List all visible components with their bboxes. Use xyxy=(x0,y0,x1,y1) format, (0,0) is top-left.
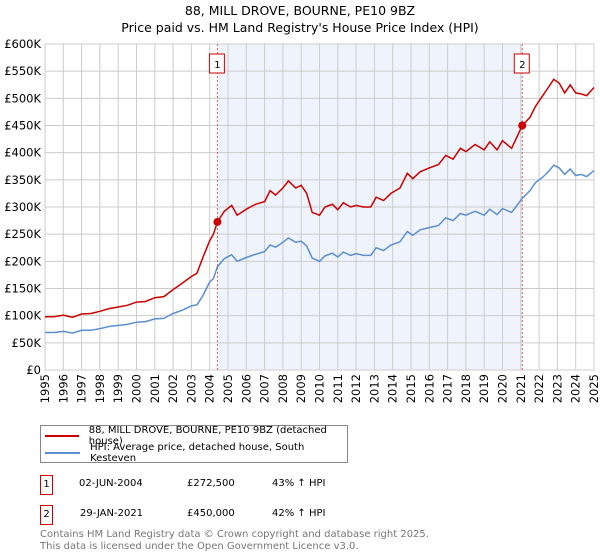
legend: 88, MILL DROVE, BOURNE, PE10 9BZ (detach… xyxy=(40,425,348,464)
x-tick-label: 1999 xyxy=(111,374,125,403)
y-tick-label: £0 xyxy=(26,363,41,377)
y-tick-label: £100K xyxy=(4,309,41,323)
x-tick-label: 2016 xyxy=(422,374,436,403)
y-tick-label: £550K xyxy=(4,64,41,78)
x-tick-label: 2004 xyxy=(203,374,217,403)
legend-swatch-property xyxy=(45,435,79,437)
legend-label-property: 88, MILL DROVE, BOURNE, PE10 9BZ (detach… xyxy=(88,425,327,447)
plot-border xyxy=(44,43,595,371)
footer-licence: This data is licensed under the Open Gov… xyxy=(40,541,359,552)
sale-price: £272,500 xyxy=(187,478,235,489)
x-tick-label: 2018 xyxy=(459,374,473,403)
footer-copyright: Contains HM Land Registry data © Crown c… xyxy=(40,529,429,540)
x-tick-label: 2022 xyxy=(532,374,546,403)
hpi-series-line xyxy=(45,164,595,334)
y-tick-label: £150K xyxy=(4,282,41,296)
x-tick-label: 2007 xyxy=(258,374,272,403)
x-tick-label: 2002 xyxy=(166,374,180,403)
y-tick-label: £350K xyxy=(4,173,41,187)
x-tick-label: 1998 xyxy=(93,374,107,403)
y-tick-label: £300K xyxy=(4,200,41,214)
sale-row: 2 29-JAN-2021 £450,000 42% ↑ HPI xyxy=(40,505,440,525)
x-tick-label: 2005 xyxy=(221,374,235,403)
legend-swatch-hpi xyxy=(45,452,81,454)
legend-label-hpi: HPI: Average price, detached house, Sout… xyxy=(90,442,305,464)
sale-point xyxy=(518,121,527,130)
x-tick-label: 2021 xyxy=(514,374,528,403)
y-tick-label: £500K xyxy=(4,91,41,105)
y-tick-label: £450K xyxy=(4,119,41,133)
sale-marker: 1 xyxy=(40,475,53,495)
x-tick-label: 1997 xyxy=(75,374,89,403)
y-tick-label: £50K xyxy=(12,336,42,350)
sale-date: 29-JAN-2021 xyxy=(80,508,144,519)
x-tick-label: 2012 xyxy=(349,374,363,403)
footer: Contains HM Land Registry data © Crown c… xyxy=(40,529,429,553)
x-tick-label: 2001 xyxy=(148,374,162,403)
sale-point xyxy=(213,217,222,226)
y-tick-label: £400K xyxy=(4,146,41,160)
annotation-box xyxy=(208,53,225,74)
sale-delta: 43% ↑ HPI xyxy=(272,478,326,489)
sale-price: £450,000 xyxy=(187,508,235,519)
legend-item-property: 88, MILL DROVE, BOURNE, PE10 9BZ (detach… xyxy=(45,425,347,447)
sale-delta: 42% ↑ HPI xyxy=(272,508,326,519)
annotation-box xyxy=(513,53,530,74)
x-tick-label: 2025 xyxy=(587,374,600,403)
x-tick-label: 2011 xyxy=(331,374,345,403)
x-tick-label: 2015 xyxy=(404,374,418,403)
x-tick-label: 2006 xyxy=(239,374,253,403)
legend-item-hpi: HPI: Average price, detached house, Sout… xyxy=(45,442,347,464)
annotation-label: 2 xyxy=(519,60,525,71)
x-tick-label: 1995 xyxy=(38,374,52,403)
x-tick-label: 2017 xyxy=(441,374,455,403)
x-tick-label: 2010 xyxy=(313,374,327,403)
x-tick-label: 2020 xyxy=(496,374,510,403)
chart-subtitle: Price paid vs. HM Land Registry's House … xyxy=(121,20,479,35)
price-chart: £0 £50K £100K £150K £200K £250K £300K £350K £400… xyxy=(4,37,600,403)
x-tick-label: 2024 xyxy=(569,374,583,403)
x-tick-label: 2000 xyxy=(130,374,144,403)
x-tick-label: 1996 xyxy=(56,374,70,403)
x-tick-label: 2014 xyxy=(386,374,400,403)
sale-row: 1 02-JUN-2004 £272,500 43% ↑ HPI xyxy=(40,475,440,495)
chart-title: 88, MILL DROVE, BOURNE, PE10 9BZ xyxy=(184,3,416,18)
x-tick-label: 2008 xyxy=(276,374,290,403)
x-tick-label: 2023 xyxy=(550,374,564,403)
sale-date: 02-JUN-2004 xyxy=(79,478,143,489)
x-tick-label: 2003 xyxy=(184,374,198,403)
y-tick-label: £600K xyxy=(4,37,41,51)
y-tick-label: £250K xyxy=(4,227,41,241)
sale-marker: 2 xyxy=(40,505,53,525)
x-tick-label: 2013 xyxy=(367,374,381,403)
property-series-line xyxy=(45,78,595,319)
x-tick-label: 2019 xyxy=(477,374,491,403)
x-tick-label: 2009 xyxy=(294,374,308,403)
annotation-label: 1 xyxy=(214,60,220,71)
y-tick-label: £200K xyxy=(4,254,41,268)
